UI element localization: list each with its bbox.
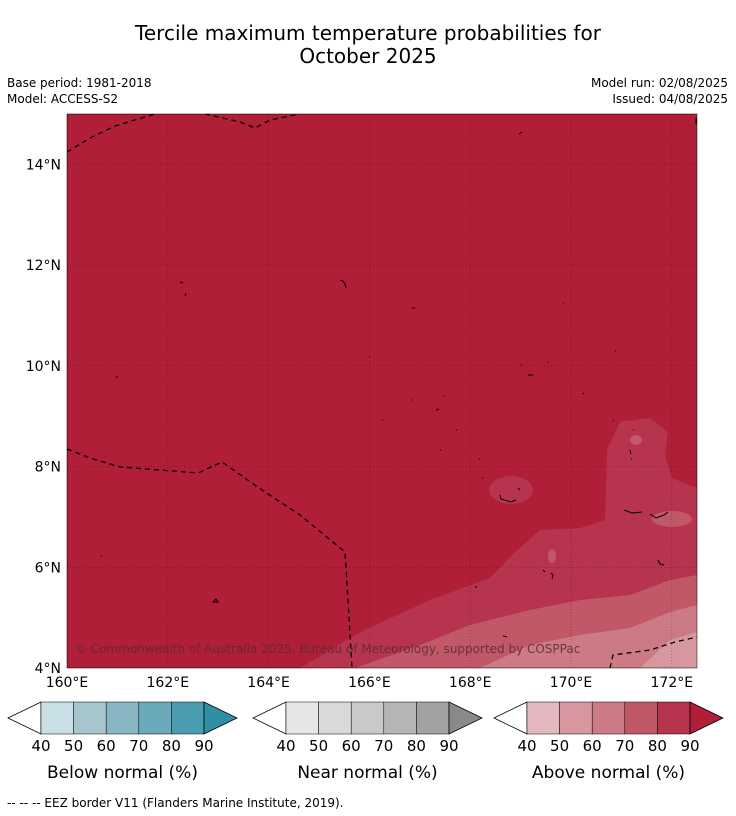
meta-left: Base period: 1981-2018 Model: ACCESS-S2 (7, 75, 152, 107)
band-60 (480, 605, 697, 668)
colorbar-tick: 90 (194, 737, 213, 755)
title-line-2: October 2025 (299, 44, 437, 68)
map-title: Tercile maximum temperature probabilitie… (0, 22, 736, 68)
colorbar-segment (657, 701, 691, 735)
lon-label: 160°E (46, 675, 89, 691)
colorbar-high-extend (203, 701, 238, 735)
colorbar-tick: 40 (276, 737, 295, 755)
lon-label: 166°E (348, 675, 391, 691)
band-70-blob (652, 511, 692, 527)
colorbar-segment (73, 701, 107, 735)
colorbar-tick: 70 (615, 737, 634, 755)
lat-label: 6°N (35, 560, 61, 576)
colorbar-segment (285, 701, 319, 735)
colorbar-tick: 80 (162, 737, 181, 755)
model-name: Model: ACCESS-S2 (7, 92, 119, 106)
model-run: Model run: 02/08/2025 (590, 76, 728, 90)
colorbar-segment (383, 701, 417, 735)
eez-borders (67, 114, 697, 668)
copyright-text: © Commonwealth of Australia 2025, Bureau… (75, 642, 580, 656)
colorbar-tick: 90 (680, 737, 699, 755)
colorbar-label: Above normal (%) (532, 763, 685, 783)
band-80-blob (489, 476, 533, 504)
colorbar-label: Near normal (%) (297, 763, 437, 783)
colorbar-high-extend (448, 701, 483, 735)
colorbar-segment (416, 701, 450, 735)
base-period: Base period: 1981-2018 (7, 76, 152, 90)
colorbar-low-extend (252, 701, 287, 735)
colorbar-high-extend (689, 701, 724, 735)
band-70-spot (630, 435, 642, 445)
eez-footnote: -- -- -- EEZ border V11 (Flanders Marine… (7, 796, 344, 810)
colorbar-segment (318, 701, 352, 735)
colorbar-tick: 90 (439, 737, 458, 755)
colorbar-segment (526, 701, 560, 735)
colorbar-tick: 60 (342, 737, 361, 755)
colorbar-tick: 80 (407, 737, 426, 755)
colorbar-segment (591, 701, 626, 735)
colorbar-tick: 60 (97, 737, 116, 755)
islands (101, 118, 697, 638)
colorbar-tick: 60 (583, 737, 602, 755)
lat-label: 14°N (26, 157, 61, 173)
issued-date: Issued: 04/08/2025 (612, 92, 728, 106)
map-field: © Commonwealth of Australia 2025, Bureau… (67, 114, 697, 668)
colorbar: 40 50 60 70 80 90 Below normal (%) (7, 701, 238, 783)
colorbar-tick: 50 (64, 737, 83, 755)
colorbar-segment (350, 701, 385, 735)
forecast-map: © Commonwealth of Australia 2025, Bureau… (7, 113, 724, 783)
longitude-labels: 160°E 162°E 164°E 166°E 168°E 170°E 172°E (46, 675, 693, 691)
lat-label: 10°N (26, 359, 61, 375)
colorbars: 40 50 60 70 80 90 Below normal (%) 40 50 60 70 80 90… (7, 701, 724, 783)
band-70-spot-2 (548, 549, 556, 563)
lat-label: 8°N (35, 460, 61, 476)
map-frame (66, 113, 698, 669)
colorbar-segment (105, 701, 140, 735)
colorbar-tick: 40 (517, 737, 536, 755)
meta-right: Model run: 02/08/2025 Issued: 04/08/2025 (591, 75, 728, 107)
colorbar-segment (559, 701, 593, 735)
band-50 (640, 632, 697, 668)
lon-label: 170°E (550, 675, 593, 691)
lon-label: 172°E (651, 675, 694, 691)
colorbar-segment (624, 701, 658, 735)
lat-label: 12°N (26, 258, 61, 274)
gridlines (67, 114, 697, 668)
lon-label: 168°E (449, 675, 492, 691)
title-line-1: Tercile maximum temperature probabilitie… (135, 21, 601, 45)
colorbar-label: Below normal (%) (47, 763, 198, 783)
colorbar-segment (138, 701, 172, 735)
latitude-labels: 14°N 12°N 10°N 8°N 6°N 4°N (26, 157, 61, 677)
colorbar-tick: 80 (648, 737, 667, 755)
colorbar-tick: 70 (374, 737, 393, 755)
colorbar-tick: 40 (31, 737, 50, 755)
colorbar-low-extend (493, 701, 528, 735)
colorbar-segment (171, 701, 205, 735)
colorbar-tick: 50 (550, 737, 569, 755)
lon-label: 164°E (247, 675, 290, 691)
colorbar-tick: 70 (129, 737, 148, 755)
colorbar-low-extend (7, 701, 42, 735)
colorbar: 40 50 60 70 80 90 Above normal (%) (493, 701, 724, 783)
lat-label: 4°N (35, 661, 61, 677)
colorbar-tick: 50 (309, 737, 328, 755)
lon-label: 162°E (147, 675, 190, 691)
colorbar-segment (40, 701, 74, 735)
